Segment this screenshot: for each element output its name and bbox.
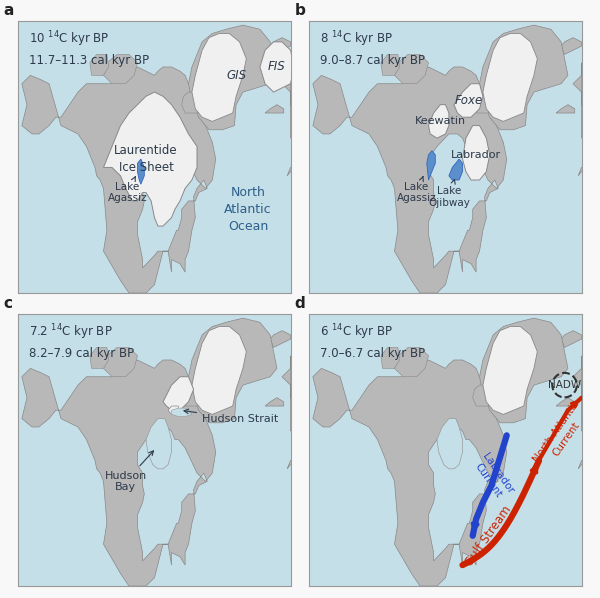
Text: Foxe: Foxe	[455, 94, 484, 107]
Text: Laurentide
Ice Sheet: Laurentide Ice Sheet	[114, 144, 178, 174]
Text: 7.2 $^{14}$C kyr BP: 7.2 $^{14}$C kyr BP	[29, 322, 113, 341]
Polygon shape	[483, 327, 538, 414]
Polygon shape	[22, 67, 216, 293]
Polygon shape	[578, 427, 595, 469]
Polygon shape	[103, 54, 137, 84]
Polygon shape	[427, 151, 435, 180]
Polygon shape	[172, 408, 192, 416]
Polygon shape	[394, 54, 428, 84]
Polygon shape	[192, 33, 247, 121]
Polygon shape	[168, 406, 178, 414]
Polygon shape	[561, 38, 581, 54]
Polygon shape	[556, 105, 575, 113]
Text: 8.2–7.9 cal kyr BP: 8.2–7.9 cal kyr BP	[29, 347, 134, 359]
Text: Hudson
Bay: Hudson Bay	[104, 451, 154, 492]
Text: Lake
Agassiz: Lake Agassiz	[107, 176, 147, 203]
Text: Lake
Agassiz: Lake Agassiz	[397, 176, 436, 203]
Polygon shape	[182, 92, 200, 113]
Polygon shape	[473, 92, 491, 113]
Text: North
Atlantic
Ocean: North Atlantic Ocean	[224, 186, 272, 233]
Text: Labrador: Labrador	[451, 150, 501, 160]
Text: 6 $^{14}$C kyr BP: 6 $^{14}$C kyr BP	[320, 322, 394, 341]
Polygon shape	[454, 84, 483, 117]
Polygon shape	[428, 105, 449, 138]
Polygon shape	[103, 92, 197, 226]
Text: b: b	[295, 3, 305, 18]
Polygon shape	[188, 318, 277, 423]
Polygon shape	[270, 331, 290, 347]
Polygon shape	[473, 385, 491, 406]
Polygon shape	[265, 105, 284, 113]
Text: Gulf Stream: Gulf Stream	[463, 503, 514, 569]
Polygon shape	[479, 318, 568, 423]
Text: c: c	[4, 296, 13, 311]
Text: North Atlantic
Current: North Atlantic Current	[532, 399, 591, 471]
Polygon shape	[561, 331, 581, 347]
Text: NADW: NADW	[548, 380, 581, 390]
Polygon shape	[270, 38, 290, 54]
Polygon shape	[260, 42, 294, 92]
Polygon shape	[188, 25, 277, 130]
Text: GIS: GIS	[226, 69, 246, 82]
Polygon shape	[265, 398, 284, 406]
Text: a: a	[4, 3, 14, 18]
Text: FIS: FIS	[268, 60, 286, 74]
Polygon shape	[137, 159, 144, 184]
Polygon shape	[287, 134, 304, 176]
Polygon shape	[163, 377, 194, 410]
Polygon shape	[313, 67, 507, 293]
Polygon shape	[381, 54, 400, 75]
Polygon shape	[578, 134, 595, 176]
Polygon shape	[282, 63, 299, 138]
Polygon shape	[282, 356, 299, 431]
Polygon shape	[556, 398, 575, 406]
Polygon shape	[313, 360, 507, 586]
Polygon shape	[449, 159, 463, 180]
Polygon shape	[437, 419, 463, 469]
Text: Hudson Strait: Hudson Strait	[184, 409, 278, 423]
Text: 7.0–6.7 cal kyr BP: 7.0–6.7 cal kyr BP	[320, 347, 425, 359]
Polygon shape	[479, 25, 568, 130]
Text: Lake
Ojibway: Lake Ojibway	[428, 179, 470, 208]
Text: 11.7–11.3 cal kyr BP: 11.7–11.3 cal kyr BP	[29, 54, 149, 66]
Polygon shape	[463, 126, 490, 180]
Polygon shape	[192, 327, 247, 414]
Polygon shape	[90, 347, 109, 368]
Polygon shape	[22, 360, 216, 586]
Polygon shape	[483, 33, 538, 121]
Text: d: d	[295, 296, 305, 311]
Polygon shape	[381, 347, 400, 368]
Text: 10 $^{14}$C kyr BP: 10 $^{14}$C kyr BP	[29, 29, 110, 48]
Polygon shape	[146, 419, 172, 469]
Text: 8 $^{14}$C kyr BP: 8 $^{14}$C kyr BP	[320, 29, 394, 48]
Polygon shape	[287, 427, 304, 469]
Text: Keewatin: Keewatin	[415, 117, 466, 126]
Polygon shape	[103, 347, 137, 377]
Polygon shape	[573, 63, 590, 138]
Polygon shape	[182, 385, 200, 406]
Text: Labrador
Current: Labrador Current	[471, 452, 515, 502]
Polygon shape	[394, 347, 428, 377]
Polygon shape	[573, 356, 590, 431]
Polygon shape	[90, 54, 109, 75]
Text: 9.0–8.7 cal kyr BP: 9.0–8.7 cal kyr BP	[320, 54, 425, 66]
